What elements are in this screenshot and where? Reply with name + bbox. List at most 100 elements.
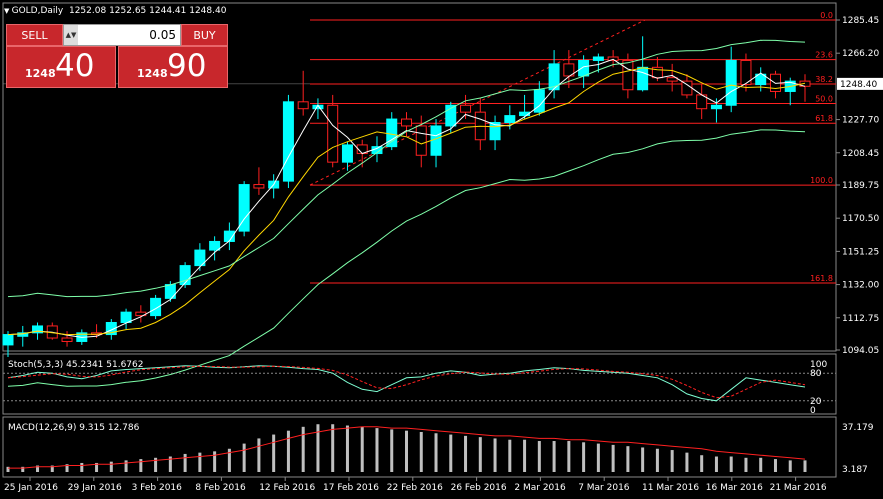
candle	[592, 56, 604, 61]
bollinger-lower-line	[7, 129, 806, 387]
ma-fast-line	[7, 58, 806, 338]
candle	[282, 101, 294, 182]
macd-bar	[537, 441, 541, 472]
macd-signal-line	[8, 426, 806, 469]
macd-bar	[109, 461, 113, 472]
macd-bar	[685, 452, 689, 472]
price-label: 1189.75	[842, 181, 879, 191]
macd-bar	[154, 457, 158, 472]
macd-bar	[508, 439, 512, 472]
macd-bar	[729, 456, 733, 472]
macd-bar	[582, 442, 586, 472]
macd-bar	[567, 441, 571, 472]
candle	[17, 332, 29, 337]
dropdown-arrow-icon[interactable]: ▼	[4, 7, 12, 15]
macd-bar	[227, 448, 231, 472]
stoch-frame	[2, 353, 837, 415]
candle	[209, 240, 221, 251]
date-label: 2 Mar 2016	[514, 483, 566, 493]
candle	[61, 337, 73, 342]
candle	[120, 311, 132, 324]
date-label: 3 Feb 2016	[132, 483, 183, 493]
date-label: 11 Mar 2016	[642, 483, 699, 493]
macd-bar	[714, 456, 718, 472]
macd-axis-label: 3.187	[842, 465, 868, 475]
candle	[238, 184, 250, 232]
price-label: 1151.25	[842, 247, 879, 257]
macd-bar	[124, 460, 128, 472]
candle	[415, 125, 427, 156]
price-label: 1170.50	[842, 214, 879, 224]
stoch-label: Stoch(5,3,3) 45.2341 51.6762	[8, 360, 143, 370]
candle	[666, 77, 678, 82]
macd-bar	[257, 438, 261, 472]
date-label: 16 Mar 2016	[706, 483, 763, 493]
macd-bar	[168, 456, 172, 472]
macd-bar	[478, 437, 482, 472]
buy-price-button[interactable]: 1248 90	[118, 46, 228, 88]
volume-down-icon[interactable]: ▲▼	[64, 25, 78, 45]
macd-bar	[6, 466, 10, 472]
date-label: 26 Feb 2016	[451, 483, 507, 493]
price-label: 1266.20	[842, 49, 879, 59]
candle	[401, 118, 412, 127]
candle	[105, 322, 117, 336]
candle	[460, 104, 472, 113]
candle	[755, 73, 767, 86]
macd-bar	[464, 435, 468, 472]
macd-bar	[50, 465, 54, 472]
date-label: 12 Feb 2016	[259, 483, 315, 493]
macd-bar	[803, 460, 807, 472]
candle	[607, 56, 619, 61]
date-label: 8 Feb 2016	[195, 483, 246, 493]
date-label: 17 Feb 2016	[323, 483, 379, 493]
macd-bar	[95, 462, 99, 472]
price-label: 1285.45	[842, 16, 879, 26]
macd-bar	[449, 434, 453, 472]
sell-price-button[interactable]: 1248 40	[6, 46, 116, 88]
current-price-label: 1248.40	[840, 80, 877, 90]
macd-bar	[788, 460, 792, 472]
candle	[519, 111, 531, 117]
candle	[681, 80, 693, 96]
macd-bar	[670, 450, 674, 472]
macd-bar	[213, 451, 217, 472]
volume-field[interactable]: ▲▼ 0.05	[63, 24, 181, 46]
candle	[504, 115, 516, 123]
macd-bar	[139, 459, 143, 472]
macd-bar	[744, 457, 748, 472]
current-price-box	[837, 77, 883, 90]
price-label: 1112.75	[842, 314, 879, 324]
sell-price-small: 1248	[25, 67, 56, 80]
macd-bar	[183, 453, 187, 472]
fib-label: 38.2	[815, 75, 833, 84]
fib-label: 161.8	[810, 274, 833, 283]
macd-bar	[611, 444, 615, 472]
macd-bar	[301, 426, 305, 472]
stoch-axis-label: 80	[810, 369, 822, 379]
buy-button[interactable]: BUY	[181, 24, 228, 46]
macd-bar	[316, 424, 320, 472]
macd-bar	[493, 438, 497, 472]
candle	[327, 104, 339, 163]
candle	[578, 59, 590, 77]
buy-price-big: 90	[167, 48, 207, 84]
candle	[32, 325, 44, 334]
sell-button[interactable]: SELL	[6, 24, 63, 46]
sell-price-big: 40	[55, 48, 95, 84]
macd-bar	[523, 439, 527, 472]
symbol-info: ▼ GOLD,Daily 1252.08 1252.65 1244.41 124…	[4, 6, 226, 16]
fib-label: 0.0	[820, 11, 833, 20]
macd-bar	[700, 455, 704, 472]
candle	[194, 249, 206, 267]
one-click-trade-panel: SELL ▲▼ 0.05 BUY 1248 40 1248 90	[6, 24, 228, 88]
candle	[710, 104, 722, 110]
buy-price-small: 1248	[137, 67, 168, 80]
date-label: 29 Jan 2016	[68, 483, 122, 493]
macd-bar	[552, 441, 556, 472]
volume-input[interactable]: 0.05	[149, 28, 176, 42]
macd-bar	[286, 430, 290, 472]
price-label: 1227.70	[842, 116, 879, 126]
macd-bar	[641, 447, 645, 472]
